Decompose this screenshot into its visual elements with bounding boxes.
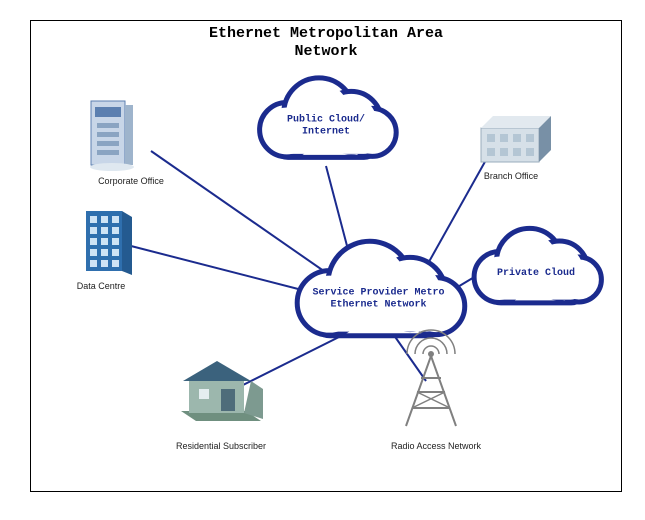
label-corporate-office: Corporate Office bbox=[71, 176, 191, 186]
cloud-private: Private Cloud bbox=[474, 228, 601, 303]
svg-text:Private Cloud: Private Cloud bbox=[497, 267, 575, 279]
house-icon bbox=[181, 361, 263, 421]
svg-text:Service Provider Metro: Service Provider Metro bbox=[312, 286, 444, 298]
tower-icon bbox=[406, 330, 456, 426]
building-icon bbox=[86, 211, 132, 275]
label-residential: Residential Subscriber bbox=[146, 441, 296, 451]
cloud-center: Service Provider MetroEthernet Network bbox=[297, 241, 465, 335]
server-icon bbox=[90, 101, 134, 171]
svg-text:Public Cloud/: Public Cloud/ bbox=[287, 114, 365, 126]
label-data-centre: Data Centre bbox=[61, 281, 141, 291]
diagram-canvas: Ethernet Metropolitan Area Network Servi… bbox=[0, 0, 645, 520]
branch-icon bbox=[481, 116, 551, 162]
svg-text:Ethernet Network: Ethernet Network bbox=[330, 298, 426, 310]
cloud-public: Public Cloud/Internet bbox=[260, 78, 397, 158]
diagram-frame: Ethernet Metropolitan Area Network Servi… bbox=[30, 20, 622, 492]
label-radio-access: Radio Access Network bbox=[361, 441, 511, 451]
diagram-svg: Service Provider MetroEthernet Network Pu… bbox=[31, 21, 621, 491]
label-branch-office: Branch Office bbox=[461, 171, 561, 181]
svg-text:Internet: Internet bbox=[302, 127, 350, 138]
